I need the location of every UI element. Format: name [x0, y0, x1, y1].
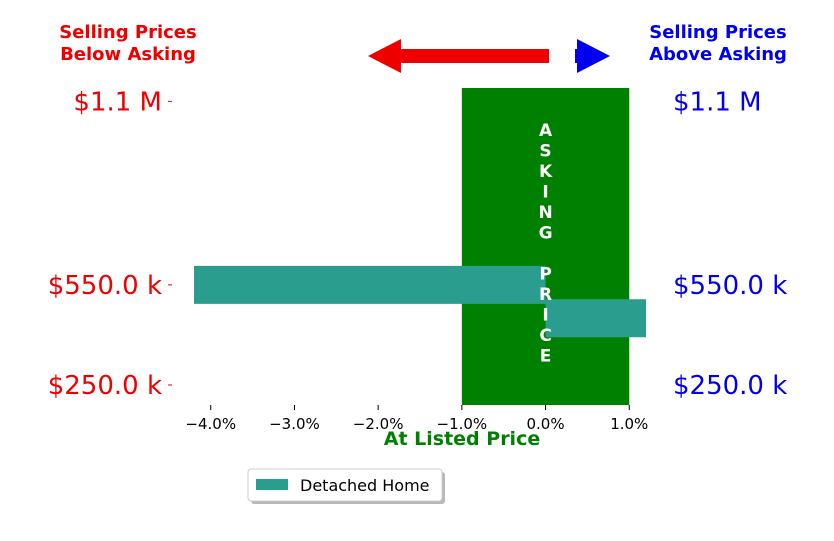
asking-label-letter: G: [539, 224, 553, 244]
right-title-line2: Above Asking: [649, 44, 787, 65]
asking-label-letter: K: [539, 162, 553, 182]
y-tick-label-right: $550.0 k: [673, 271, 787, 301]
x-tick-label: 1.0%: [610, 415, 648, 433]
left-title-line2: Below Asking: [60, 44, 196, 65]
x-tick-label: −4.0%: [185, 415, 236, 433]
x-tick-label: −1.0%: [437, 415, 488, 433]
right-title-line1: Selling Prices: [649, 22, 786, 43]
y-tick-label-left: $550.0 k: [48, 271, 162, 301]
legend: Detached Home: [247, 468, 445, 504]
asking-label-letter: R: [539, 285, 552, 305]
asking-label-letter: S: [539, 142, 551, 162]
legend-swatch: [256, 479, 288, 490]
bar-1: [545, 299, 646, 338]
bar-0: [194, 265, 546, 304]
x-tick-label: −3.0%: [269, 415, 320, 433]
asking-label-letter: E: [540, 347, 552, 367]
axes: −4.0% −3.0% −2.0% −1.0% 0.0% 1.0% At Listed Pr…: [48, 87, 788, 450]
y-tick-label-left: $250.0 k: [48, 371, 162, 401]
left-arrow-icon: [368, 39, 549, 73]
x-tick-label: 0.0%: [527, 415, 565, 433]
asking-label-letter: P: [539, 265, 551, 285]
y-tick-label-left: $1.1 M: [73, 87, 162, 117]
left-title-line1: Selling Prices: [59, 22, 196, 43]
asking-price-band: [461, 88, 630, 405]
y-tick-label-right: $1.1 M: [673, 87, 762, 117]
legend-label: Detached Home: [300, 476, 430, 495]
asking-label-letter: C: [539, 326, 551, 346]
asking-label-letter: A: [539, 121, 553, 141]
y-tick-label-right: $250.0 k: [673, 371, 787, 401]
right-arrow-icon: [575, 39, 610, 73]
legend-box: [247, 468, 443, 502]
asking-label-letter: I: [542, 306, 548, 326]
asking-label-letter: I: [542, 183, 548, 203]
x-tick-label: −2.0%: [353, 415, 404, 433]
x-axis-label: At Listed Price: [384, 428, 540, 450]
asking-label-letter: N: [538, 203, 552, 223]
